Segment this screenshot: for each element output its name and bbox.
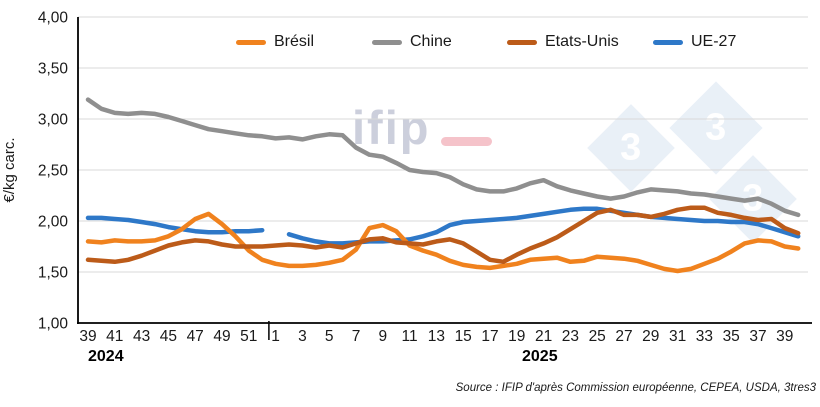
y-tick-label: 4,00	[38, 10, 69, 27]
x-tick-label: 27	[615, 328, 632, 345]
x-tick-label: 45	[160, 328, 177, 345]
series-line-bresil	[85, 211, 801, 274]
series-line-etats-unis	[85, 205, 801, 265]
y-tick-label: 1,50	[38, 265, 69, 282]
x-tick-label: 39	[79, 328, 96, 345]
x-tick-label: 37	[749, 328, 766, 345]
ifip-watermark: ifip	[352, 101, 431, 154]
legend-item-etats-unis: Etats-Unis	[507, 33, 619, 51]
x-tick-label: 11	[402, 328, 418, 345]
x-tick-label: 13	[428, 328, 445, 345]
x-tick-label: 25	[589, 328, 606, 345]
x-tick-label: 33	[696, 328, 713, 345]
legend-label-etats-unis: Etats-Unis	[545, 33, 619, 50]
series-line-chine	[85, 97, 801, 218]
y-tick-label: 2,00	[38, 214, 69, 231]
x-tick-label: 41	[106, 328, 123, 345]
legend-swatch-etats-unis	[507, 39, 537, 45]
x-tick-label: 43	[133, 328, 150, 345]
x-axis-year-label-2024: 2024	[88, 348, 124, 365]
x-tick-label: 35	[723, 328, 740, 345]
legend-item-bresil: Brésil	[236, 33, 314, 51]
legend-label-chine: Chine	[410, 33, 452, 50]
legend-swatch-ue-27	[653, 39, 683, 45]
x-tick-label: 51	[240, 328, 257, 345]
x-tick-label: 29	[642, 328, 659, 345]
y-tick-label: 3,50	[38, 61, 69, 78]
x-tick-label: 39	[776, 328, 793, 345]
y-tick-label: 2,50	[38, 163, 69, 180]
x-tick-label: 31	[669, 328, 686, 345]
x-tick-label: 17	[481, 328, 498, 345]
x-tick-label: 3	[298, 328, 307, 345]
x-tick-label: 1	[271, 328, 280, 345]
legend-label-bresil: Brésil	[274, 33, 315, 50]
x-tick-label: 21	[535, 328, 552, 345]
y-axis-title: €/kg carc.	[1, 137, 18, 202]
x-tick-label: 5	[325, 328, 334, 345]
x-tick-label: 7	[352, 328, 361, 345]
x-tick-label: 47	[187, 328, 204, 345]
legend-item-ue-27: UE-27	[653, 33, 736, 51]
legend-swatch-chine	[372, 39, 402, 45]
x-tick-label: 9	[378, 328, 387, 345]
source-text: Source : IFIP d'après Commission europée…	[455, 382, 816, 394]
x-tick-label: 15	[455, 328, 472, 345]
x-tick-label: 23	[562, 328, 579, 345]
y-tick-label: 3,00	[38, 112, 69, 129]
y-tick-label: 1,00	[38, 316, 69, 333]
legend-item-chine: Chine	[372, 33, 452, 51]
legend-label-ue-27: UE-27	[691, 33, 737, 50]
x-tick-label: 19	[508, 328, 525, 345]
x-axis-year-label-2025: 2025	[522, 348, 558, 365]
ifip-watermark-dash	[441, 137, 492, 146]
x-tick-label: 49	[213, 328, 230, 345]
legend-swatch-bresil	[236, 39, 266, 45]
